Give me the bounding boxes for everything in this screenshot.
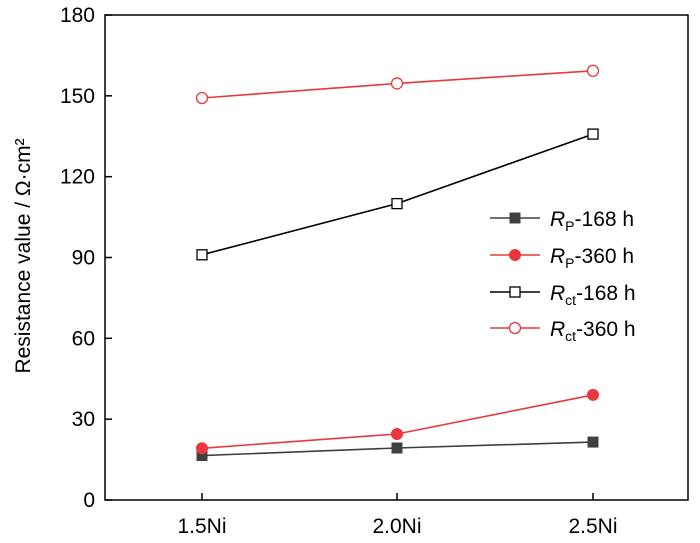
series-line — [201, 394, 594, 450]
legend-entry: RP-168 h — [490, 208, 634, 234]
legend-marker — [509, 212, 521, 224]
series-1 — [196, 388, 599, 455]
data-point — [587, 128, 599, 140]
y-tick-label: 90 — [72, 247, 95, 270]
data-point — [391, 197, 403, 210]
series-2 — [196, 128, 599, 261]
data-point — [587, 436, 599, 448]
legend-label: RP-168 h — [550, 208, 634, 234]
legend-entry: RP-360 h — [490, 245, 634, 271]
data-point — [586, 64, 600, 77]
legend-entry: Rct-360 h — [490, 318, 636, 344]
legend-entry: Rct-168 h — [490, 282, 636, 308]
y-tick-label: 60 — [72, 327, 95, 350]
x-tick-label: 2.5Ni — [568, 515, 617, 538]
x-tick-label: 2.0Ni — [372, 515, 421, 538]
y-tick-label: 180 — [60, 4, 95, 27]
data-point — [196, 442, 208, 455]
data-point — [195, 91, 209, 105]
x-tick-label: 1.5Ni — [177, 515, 226, 538]
series-3 — [195, 64, 600, 105]
y-axis-title: Resistance value / Ω·cm² — [12, 138, 35, 373]
data-point — [587, 388, 599, 401]
y-tick-label: 30 — [72, 408, 95, 431]
legend-label: RP-360 h — [550, 245, 634, 271]
legend-label: Rct-168 h — [550, 282, 636, 308]
y-tick-label: 120 — [60, 166, 95, 189]
legend-label: Rct-360 h — [550, 318, 636, 344]
y-tick-label: 0 — [83, 489, 95, 512]
data-point — [196, 249, 208, 261]
legend-marker — [509, 249, 521, 261]
data-point — [391, 427, 403, 440]
legend-marker — [508, 321, 522, 335]
y-tick-label: 150 — [60, 85, 95, 108]
data-point — [391, 442, 403, 454]
data-point — [390, 77, 404, 90]
series-0 — [196, 436, 599, 462]
series-line — [201, 133, 594, 256]
legend-marker — [509, 286, 521, 298]
